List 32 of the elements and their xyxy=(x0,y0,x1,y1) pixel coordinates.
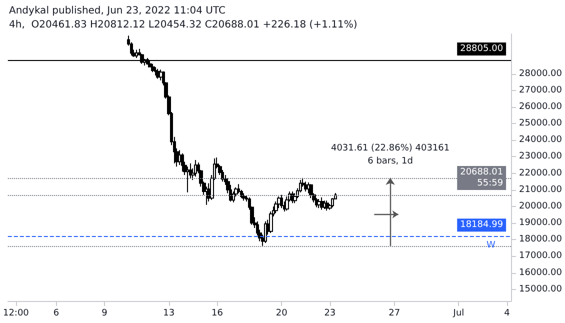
y-tick-label: 16000.00 xyxy=(519,268,562,278)
x-tick-label: 6 xyxy=(53,308,60,318)
y-tick-label: 20000.00 xyxy=(519,201,562,212)
y-tick-label: 24000.00 xyxy=(519,135,562,146)
chart-subtitle: 4h, O20461.83 H20812.12 L20454.32 C20688.01 +226.18 (+1.11%) xyxy=(9,20,358,30)
chart-title: Andykal published, Jun 23, 2022 11:04 UTC xyxy=(9,6,226,16)
annotation: W xyxy=(486,240,496,251)
y-tick-label: 23000.00 xyxy=(519,152,562,162)
y-tick-label: 17000.00 xyxy=(519,251,562,262)
annotation: 6 bars, 1d xyxy=(368,156,413,166)
y-tick-label: 18000.00 xyxy=(519,234,562,245)
y-tick-label: 15000.00 xyxy=(519,284,562,294)
x-tick-label: 13 xyxy=(163,308,175,318)
ref-line-label: 20688.01 55:59 xyxy=(460,168,504,189)
ref-line-label: 28805.00 xyxy=(460,44,504,54)
x-tick-label: 4 xyxy=(504,308,510,318)
x-tick-label: 12:00 xyxy=(2,308,30,318)
x-tick-label: 9 xyxy=(102,308,108,318)
y-tick-label: 21000.00 xyxy=(519,184,562,195)
y-tick-label: 26000.00 xyxy=(519,102,562,112)
y-tick-label: 19000.00 xyxy=(519,218,562,228)
x-tick-label: Jul xyxy=(452,308,464,318)
y-tick-label: 27000.00 xyxy=(519,85,562,96)
x-tick-label: 23 xyxy=(324,308,336,318)
x-tick-label: 20 xyxy=(276,308,288,318)
y-tick-label: 22000.00 xyxy=(519,168,562,178)
y-tick-label: 28000.00 xyxy=(519,68,562,79)
x-tick-label: 27 xyxy=(388,308,400,318)
y-tick-label: 25000.00 xyxy=(519,118,562,129)
ref-line-label: 18184.99 xyxy=(460,220,504,230)
annotation: 4031.61 (22.86%) 403161 xyxy=(330,143,450,154)
x-tick-label: 16 xyxy=(211,308,224,318)
